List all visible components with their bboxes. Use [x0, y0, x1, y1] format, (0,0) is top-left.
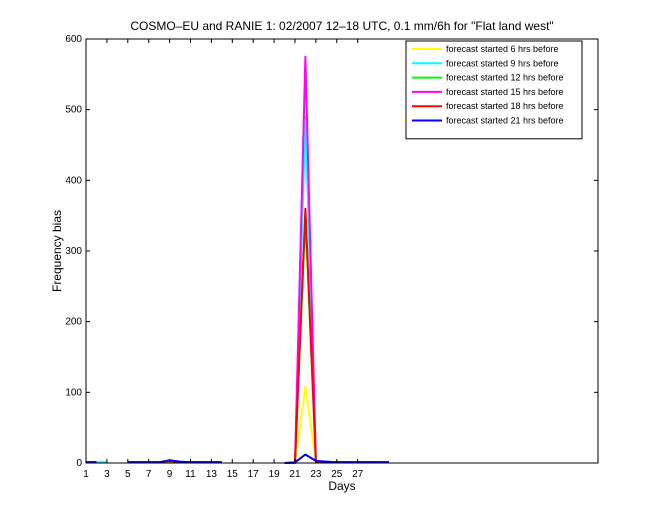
y-tick-label: 0 — [76, 458, 82, 469]
x-tick-label: 5 — [125, 469, 131, 480]
legend-label-2: forecast started 9 hrs before — [446, 58, 559, 68]
x-tick-label: 3 — [104, 469, 110, 480]
legend-label-4: forecast started 15 hrs before — [446, 87, 564, 97]
x-tick-label: 9 — [167, 469, 173, 480]
legend-label-3: forecast started 12 hrs before — [446, 73, 564, 83]
y-tick-label: 300 — [65, 246, 82, 257]
x-tick-label: 13 — [206, 469, 218, 480]
legend-label-5: forecast started 18 hrs before — [446, 101, 564, 111]
y-tick-label: 200 — [65, 317, 82, 328]
legend-label-1: forecast started 6 hrs before — [446, 44, 559, 54]
y-tick-label: 400 — [65, 175, 82, 186]
x-tick-label: 15 — [227, 469, 239, 480]
x-tick-label: 1 — [83, 469, 89, 480]
y-axis-title: Frequency bias — [50, 210, 64, 292]
legend-label-6: forecast started 21 hrs before — [446, 116, 564, 126]
x-tick-label: 23 — [310, 469, 322, 480]
y-tick-label: 500 — [65, 105, 82, 116]
x-tick-label: 19 — [269, 469, 281, 480]
legend: forecast started 6 hrs before forecast st… — [405, 40, 583, 140]
x-tick-label: 27 — [352, 469, 364, 480]
y-tick-label: 100 — [65, 387, 82, 398]
legend-box — [405, 40, 583, 140]
x-axis-title: Days — [328, 479, 355, 493]
y-tick-label: 600 — [65, 34, 82, 45]
chart-title: COSMO–EU and RANIE 1: 02/2007 12–18 UTC,… — [130, 19, 553, 33]
x-tick-label: 21 — [289, 469, 301, 480]
x-tick-label: 25 — [331, 469, 343, 480]
x-tick-label: 17 — [248, 469, 260, 480]
x-tick-label: 11 — [185, 469, 196, 480]
x-tick-label: 7 — [146, 469, 152, 480]
